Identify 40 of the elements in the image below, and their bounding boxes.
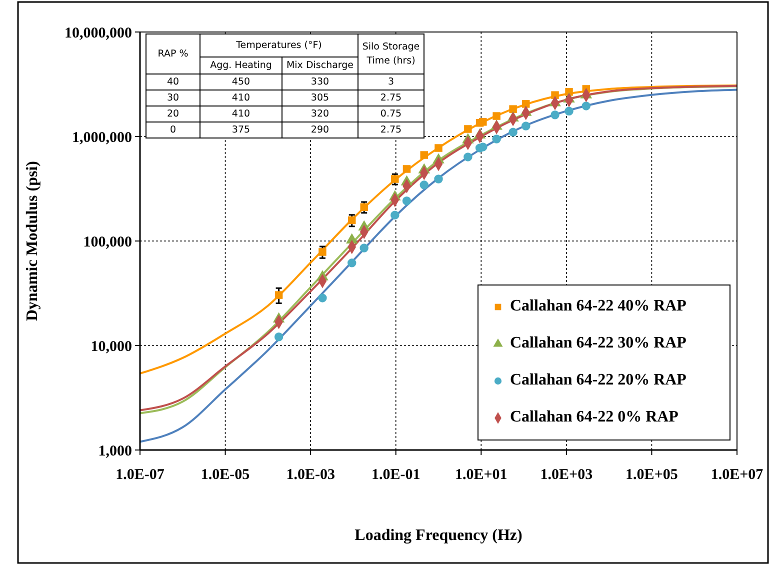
y-tick-label: 10,000,000 [64,25,132,42]
annotation: 410 [232,92,250,104]
annotation: 40 [166,76,180,88]
annotation: Agg. Heating [210,60,272,72]
annotation: 0 [170,124,176,136]
annotation: Mix Discharge [286,60,354,72]
annotation: 2.75 [380,92,402,104]
x-tick-label: 1.0E-05 [200,467,250,483]
y-tick-label: 100,000 [83,234,132,250]
annotation: Silo Storage Time (hrs) [362,42,420,67]
annotation: Temperatures (°F) [235,40,322,52]
x-axis-title: Loading Frequency (Hz) [354,527,522,544]
annotation: 450 [232,76,250,88]
annotation: 20 [166,108,180,120]
annotation: 3 [388,76,394,88]
y-axis-title: Dynamic Modulus (psi) [24,160,41,322]
x-tick-label: 1.0E+07 [710,467,764,483]
annotation: 320 [310,108,330,120]
legend-label: Callahan 64-22 20% RAP [510,372,687,389]
annotation: RAP % [158,48,188,60]
x-tick-label: 1.0E+03 [540,467,593,483]
legend-label: Callahan 64-22 0% RAP [510,408,679,426]
annotation: 2.75 [380,124,402,136]
annotation: 290 [310,124,330,136]
annotation: 30 [166,92,180,104]
annotation: 375 [232,124,250,136]
annotation: 410 [232,108,250,120]
legend-label: Callahan 64-22 30% RAP [510,334,687,352]
x-tick-label: 1.0E-07 [116,467,165,483]
x-tick-label: 1.0E-01 [371,467,420,483]
annotation: 330 [310,76,330,88]
y-tick-label: 10,000 [90,338,132,355]
x-tick-label: 1.0E+01 [454,467,508,483]
annotation: 0.75 [380,108,402,120]
x-tick-label: 1.0E-03 [286,467,335,483]
legend-label: Callahan 64-22 40% RAP [510,298,687,315]
annotation: 305 [310,92,330,104]
x-tick-label: 1.0E+05 [626,467,678,483]
y-tick-label: 1,000 [98,443,132,460]
y-tick-label: 1,000,000 [72,130,132,146]
